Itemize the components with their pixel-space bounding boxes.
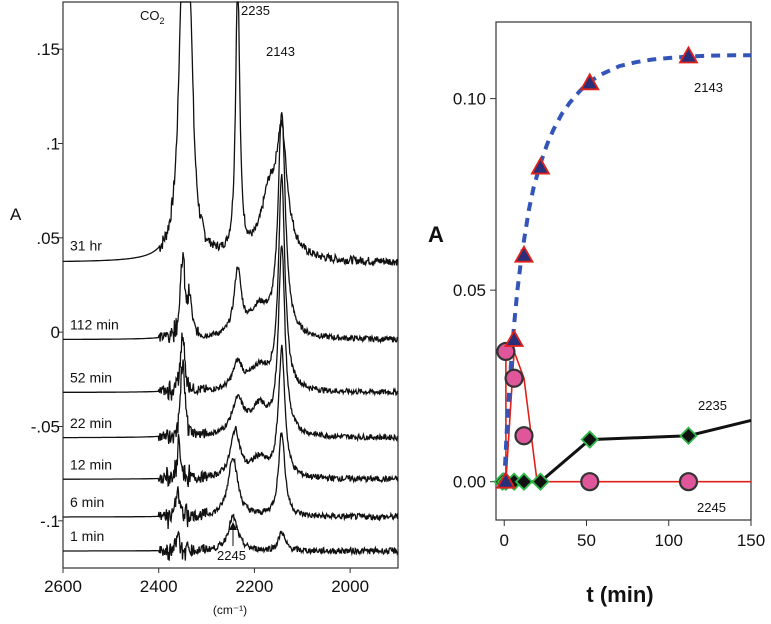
- marker-2235: [531, 472, 550, 491]
- line-2245: [505, 351, 751, 483]
- spectra-y-tick-label: -.05: [31, 418, 60, 437]
- spectra-y-tick-label: .1: [46, 135, 60, 154]
- spectrum-trace-label: 6 min: [70, 494, 104, 510]
- series-label-2245: 2245: [697, 500, 726, 515]
- kinetics-panel: 0.00 0.05 0.10 0 50 100 150 A t (min) 2143 22…: [428, 21, 765, 607]
- kinetics-markers: [493, 45, 699, 492]
- marker-2245: [678, 472, 699, 492]
- kinetics-x-ticks: 0 50 100 150: [499, 520, 765, 550]
- kinetics-y-ticks: 0.00 0.05 0.10: [453, 90, 496, 492]
- series-label-2235: 2235: [698, 398, 727, 413]
- marker-2235: [580, 430, 600, 449]
- kinetics-y-tick-label: 0.10: [453, 90, 486, 109]
- spectra-traces: [63, 1, 399, 561]
- spectra-y-tick-label: 0: [51, 323, 60, 342]
- co2-peak-label: CO2: [140, 8, 165, 26]
- marker-2245: [496, 341, 516, 362]
- spectrum-trace: [63, 245, 398, 445]
- spectra-x-tick-label: 2000: [331, 577, 369, 596]
- spectra-y-tick-label: .05: [36, 229, 60, 248]
- spectra-panel: .15 .1 .05 0 -.05 -.1 2600 2400 2200 2000 31 hr 1…: [10, 1, 399, 617]
- spectra-y-tick-label: -.1: [40, 512, 60, 531]
- spectrum-trace-label: 52 min: [70, 370, 112, 386]
- line-2143: [502, 53, 751, 482]
- spectra-x-tick-label: 2400: [140, 577, 178, 596]
- marker-2143: [495, 470, 516, 489]
- spectrum-trace: [63, 432, 399, 530]
- spectra-y-axis-label: A: [10, 205, 22, 224]
- kinetics-x-tick-label: 150: [737, 531, 765, 550]
- spectrum-trace-label: 31 hr: [70, 237, 102, 253]
- peak-label-2143: 2143: [266, 44, 295, 59]
- spectrum-trace-label: 22 min: [70, 415, 112, 431]
- spectra-y-ticks: .15 .1 .05 0 -.05 -.1: [31, 40, 63, 531]
- marker-2245: [504, 368, 524, 388]
- kinetics-y-tick-label: 0.00: [453, 473, 486, 492]
- marker-2143: [678, 45, 699, 64]
- spectra-x-tick-label: 2200: [236, 577, 274, 596]
- spectra-x-tick-label: 2600: [44, 577, 82, 596]
- arrow-2245-head: [229, 522, 237, 530]
- marker-2143: [504, 329, 525, 347]
- co2-label-subscript: 2: [160, 16, 165, 26]
- marker-2235: [679, 426, 698, 445]
- line-2235: [502, 418, 752, 484]
- spectra-y-tick-label: .15: [36, 40, 60, 59]
- spectrum-trace-label: 1 min: [70, 528, 104, 544]
- kinetics-y-axis-label: A: [428, 222, 444, 247]
- kinetics-lines: [502, 53, 752, 484]
- kinetics-frame: [495, 21, 752, 521]
- marker-2245: [514, 426, 534, 446]
- peak-label-2235: 2235: [241, 3, 270, 18]
- marker-2143: [579, 72, 600, 91]
- spectra-trace-labels: 31 hr 112 min 52 min 22 min 12 min 6 min 1 min: [70, 237, 119, 544]
- peak-label-2245: 2245: [217, 548, 246, 563]
- spectrum-trace: [63, 1, 399, 267]
- spectra-x-ticks: 2600 2400 2200 2000: [44, 568, 369, 596]
- arrow-2245: [229, 522, 237, 546]
- kinetics-x-tick-label: 100: [655, 531, 683, 550]
- spectrum-trace: [63, 112, 398, 345]
- spectra-frame: [62, 1, 399, 569]
- marker-2143: [530, 156, 551, 175]
- spectrum-trace-label: 12 min: [70, 456, 112, 472]
- marker-2235: [514, 472, 534, 491]
- kinetics-x-tick-label: 0: [499, 531, 508, 550]
- kinetics-x-tick-label: 50: [577, 531, 596, 550]
- spectra-x-axis-label: (cm⁻¹): [213, 603, 247, 617]
- series-label-2143: 2143: [694, 80, 723, 95]
- spectrum-trace: [63, 344, 399, 488]
- kinetics-y-tick-label: 0.05: [453, 281, 486, 300]
- spectrum-trace: [63, 173, 398, 401]
- spectrum-trace-label: 112 min: [70, 317, 119, 333]
- marker-2143: [513, 244, 535, 263]
- spectrum-trace: [63, 513, 399, 561]
- marker-2245: [580, 472, 600, 492]
- kinetics-x-axis-label: t (min): [586, 582, 653, 607]
- co2-label-main: CO: [140, 8, 160, 23]
